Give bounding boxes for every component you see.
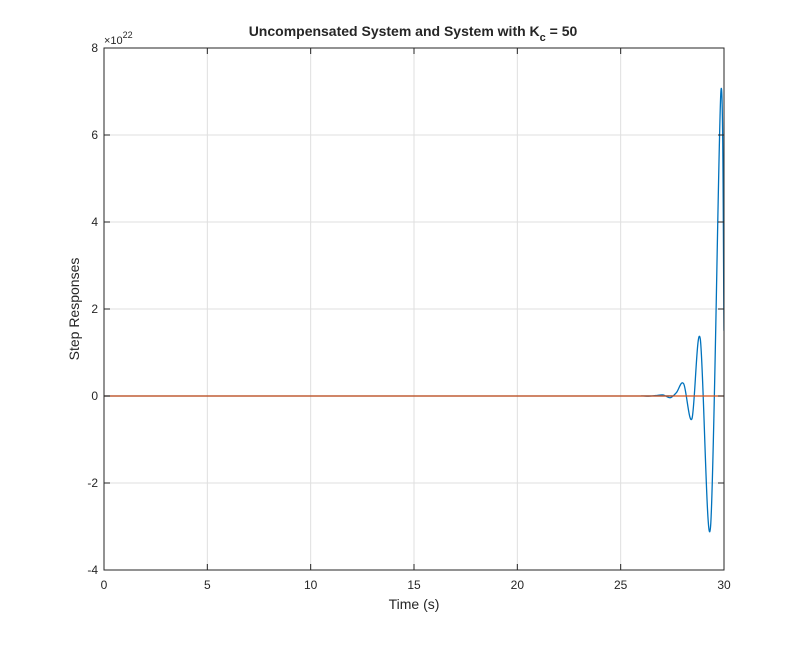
x-tick-label: 20 bbox=[511, 578, 525, 592]
x-tick-label: 0 bbox=[101, 578, 108, 592]
x-tick-label: 25 bbox=[614, 578, 628, 592]
y-exponent-base: ×10 bbox=[104, 35, 123, 47]
y-exponent-label: ×1022 bbox=[104, 30, 133, 47]
chart-title: Uncompensated System and System with Kc … bbox=[249, 23, 578, 44]
y-tick-label: 2 bbox=[91, 302, 98, 316]
series-layer bbox=[104, 87, 724, 532]
y-tick-label: -2 bbox=[87, 476, 98, 490]
x-tick-label: 5 bbox=[204, 578, 211, 592]
y-exponent-power: 22 bbox=[123, 30, 133, 40]
y-tick-label: -4 bbox=[87, 563, 98, 577]
y-tick-label: 4 bbox=[91, 215, 98, 229]
x-tick-label: 15 bbox=[407, 578, 421, 592]
y-axis-label: Step Responses bbox=[66, 258, 82, 361]
y-tick-label: 6 bbox=[91, 128, 98, 142]
x-axis-label: Time (s) bbox=[389, 596, 440, 612]
ticks: 0 5 10 15 20 25 30 -4 -2 0 2 4 6 8 bbox=[87, 41, 731, 592]
title-suffix: = 50 bbox=[546, 23, 578, 39]
y-tick-label: 8 bbox=[91, 41, 98, 55]
x-tick-label: 10 bbox=[304, 578, 318, 592]
y-tick-label: 0 bbox=[91, 389, 98, 403]
title-subscript: c bbox=[540, 32, 546, 44]
x-tick-label: 30 bbox=[717, 578, 731, 592]
title-prefix: Uncompensated System and System with K bbox=[249, 23, 540, 39]
